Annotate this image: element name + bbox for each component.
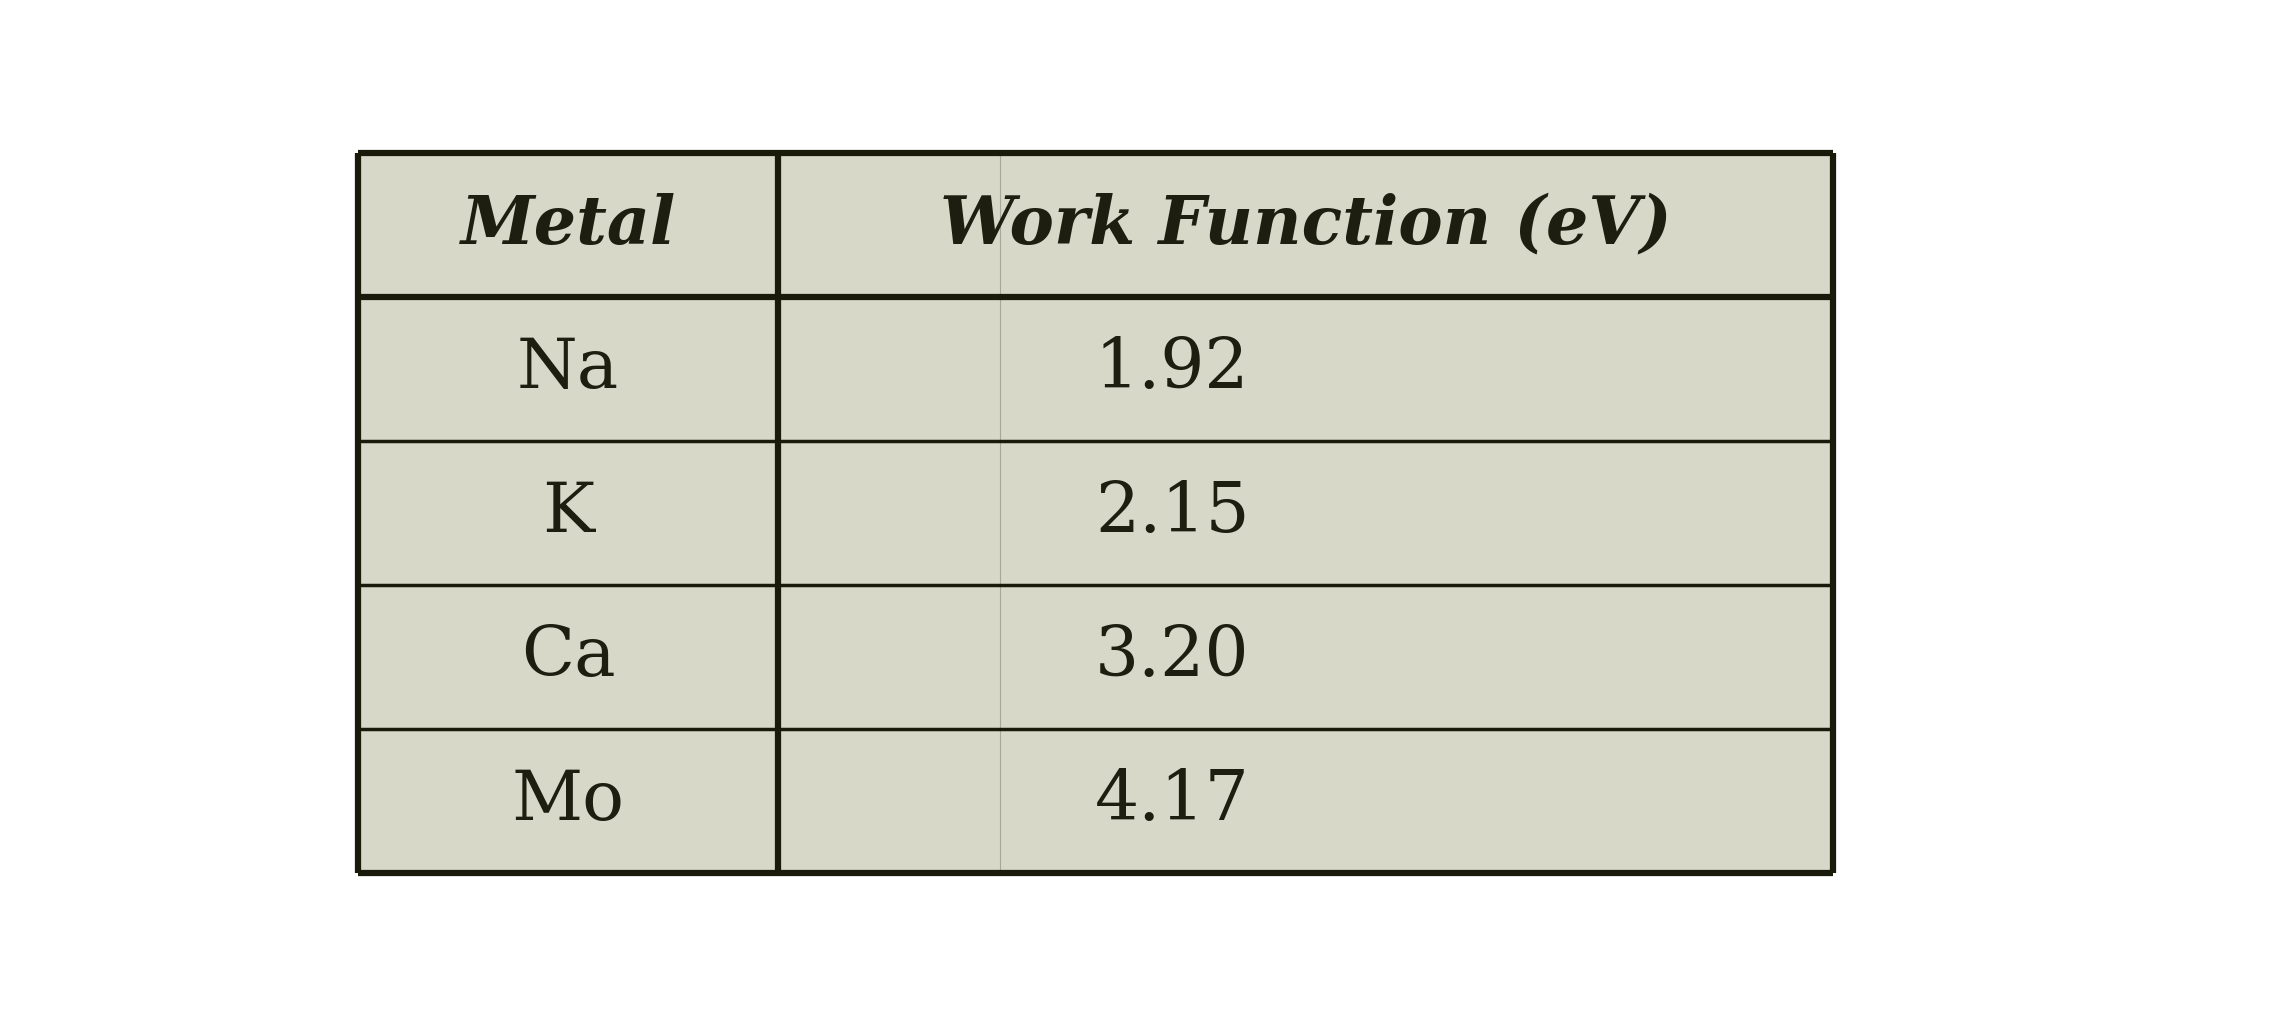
Text: Metal: Metal (461, 193, 677, 258)
Text: Work Function (eV): Work Function (eV) (941, 193, 1672, 258)
Text: 3.20: 3.20 (1094, 624, 1250, 690)
Text: Na: Na (516, 336, 619, 402)
Text: 2.15: 2.15 (1094, 480, 1250, 547)
Text: 1.92: 1.92 (1094, 336, 1250, 402)
Text: K: K (541, 480, 594, 547)
Text: Ca: Ca (521, 624, 615, 690)
Text: Mo: Mo (512, 768, 624, 834)
Bar (358, 153, 1833, 873)
Text: 4.17: 4.17 (1094, 768, 1250, 834)
